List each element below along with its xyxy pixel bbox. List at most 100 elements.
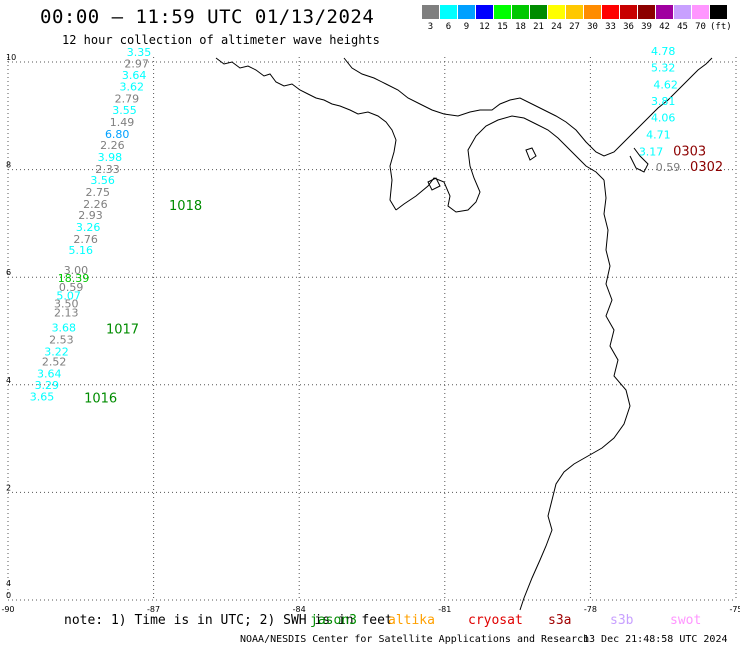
- satellite-legend-altika: altika: [388, 613, 435, 628]
- wave-height-value: 2.26: [100, 139, 125, 152]
- wave-height-color-legend: 3 6 9 12 15 18 21 24 27 30 33 36 39 42 45 70 (ft): [422, 5, 732, 35]
- map-title: 00:00 – 11:59 UTC 01/13/2024: [40, 6, 375, 28]
- wave-height-value: 2.33: [95, 163, 120, 176]
- wave-height-value: 2.26: [83, 198, 108, 211]
- satellite-legend-cryosat: cryosat: [468, 613, 523, 628]
- wave-height-value: 2.13: [54, 306, 79, 319]
- wave-height-value: 3.22: [44, 346, 69, 359]
- legend-swatch: [512, 5, 529, 19]
- legend-swatch: [602, 5, 619, 19]
- wave-height-value: 2.97: [124, 57, 149, 70]
- satellite-track: 2.523.643.293.65 1016: [30, 355, 117, 406]
- track-time-label: 1017: [106, 323, 139, 338]
- lat-lon-grid: [7, 57, 737, 601]
- legend-bin-label: 27: [569, 22, 580, 32]
- legend-bin-label: 6: [445, 22, 452, 32]
- wave-height-value: 2.52: [42, 355, 67, 368]
- latitude-tick-label: 6: [6, 268, 11, 277]
- wave-height-value: 0.59: [656, 161, 681, 174]
- satellite-track: 3.352.973.643.622.793.551.496.802.263.98…: [69, 46, 203, 257]
- legend-swatch: [674, 5, 691, 19]
- wave-height-value: 2.53: [49, 333, 74, 346]
- track-time-label: 1018: [169, 199, 202, 214]
- coastline-gulf-of-panama: [395, 115, 605, 213]
- legend-bin-label: 15: [497, 22, 508, 32]
- longitude-tick-label: -84: [293, 605, 306, 614]
- legend-swatch: [530, 5, 547, 19]
- wave-height-value: 3.98: [98, 151, 123, 164]
- wave-height-value: 3.29: [35, 379, 60, 392]
- track-time-label: 0302: [690, 160, 723, 175]
- wave-height-value: 3.35: [127, 46, 152, 59]
- satellite-legend-s3a: s3a: [548, 613, 572, 628]
- legend-bin-label: 36: [623, 22, 634, 32]
- wave-height-value: 18.39: [58, 272, 90, 285]
- coastline-colombia-pacific: [519, 179, 631, 611]
- coastline-colombia-caribbean: [629, 147, 649, 173]
- wave-height-value: 3.62: [120, 81, 145, 94]
- satellite-legend-swot: swot: [670, 613, 702, 628]
- axis-labels: -90 -87 -84 -81 -78 -75 0 2 4 6 8 10 4: [1, 53, 740, 614]
- satellite-legend-s3b: s3b: [610, 613, 634, 628]
- legend-swatch: [692, 5, 709, 19]
- wave-height-value: 2.75: [86, 186, 111, 199]
- wave-height-value: 3.81: [651, 95, 676, 108]
- island-pearl: [525, 147, 537, 161]
- legend-swatch: [494, 5, 511, 19]
- wave-height-value: 5.32: [651, 62, 676, 75]
- wave-height-value: 1.49: [110, 116, 135, 129]
- wave-height-value: 3.26: [76, 221, 101, 234]
- legend-unit-label: (ft): [710, 22, 732, 32]
- legend-swatch: [458, 5, 475, 19]
- track-time-label: 1016: [84, 391, 117, 406]
- wave-height-value: 2.93: [78, 209, 103, 222]
- wave-height-value: 3.17: [639, 146, 664, 159]
- satellite-track: 4.78 5.32 4.62 3.81 4.06 4.71 3.17 0303: [639, 45, 706, 160]
- coastline-central-america: [215, 57, 397, 211]
- legend-bin-label: 3: [427, 22, 434, 32]
- legend-bin-label: 33: [605, 22, 616, 32]
- longitude-tick-label: -81: [438, 605, 451, 614]
- wave-height-value: 3.64: [37, 367, 62, 380]
- legend-swatch: [476, 5, 493, 19]
- footer-note: note: 1) Time is in UTC; 2) SWH is in fe…: [64, 613, 393, 628]
- wave-height-value: 6.80: [105, 128, 130, 141]
- coastline: [215, 57, 713, 611]
- wave-height-value: 4.06: [651, 112, 676, 125]
- longitude-tick-label: -87: [147, 605, 160, 614]
- latitude-tick-label: 0: [6, 591, 11, 600]
- legend-bin-label: 18: [515, 22, 526, 32]
- longitude-tick-label: -78: [584, 605, 597, 614]
- latitude-tick-label: 2: [6, 483, 11, 492]
- legend-bin-label: 45: [677, 22, 688, 32]
- longitude-tick-label: -90: [1, 605, 14, 614]
- wave-height-value: 5.16: [69, 244, 94, 257]
- latitude-tick-label: 10: [6, 53, 16, 62]
- legend-swatch: [584, 5, 601, 19]
- legend-bin-label: 21: [533, 22, 544, 32]
- wave-height-value: 4.71: [646, 128, 671, 141]
- island-coiba: [427, 177, 441, 191]
- wave-height-value: 3.65: [30, 390, 55, 403]
- latitude-tick-label: 4: [6, 376, 11, 385]
- legend-swatch: [548, 5, 565, 19]
- legend-bin-label: 42: [659, 22, 670, 32]
- latitude-tick-label-small: 4: [6, 579, 11, 588]
- credit-line: NOAA/NESDIS Center for Satellite Applica…: [240, 634, 590, 645]
- satellite-track: 0.59 0302: [656, 160, 723, 175]
- legend-bin-label: 12: [479, 22, 490, 32]
- wave-height-value: 0.59: [59, 281, 84, 294]
- wave-height-value: 5.07: [56, 289, 81, 302]
- legend-bin-label: 39: [641, 22, 652, 32]
- wave-height-value: 2.79: [115, 92, 140, 105]
- legend-swatch: [422, 5, 439, 19]
- legend-swatch: [656, 5, 673, 19]
- legend-bin-label: 70: [695, 22, 706, 32]
- legend-bin-label: 30: [587, 22, 598, 32]
- generated-timestamp: 13 Dec 21:48:58 UTC 2024: [583, 634, 728, 645]
- satellite-tracks: 3.352.973.643.622.793.551.496.802.263.98…: [30, 45, 723, 406]
- legend-bin-label: 24: [551, 22, 562, 32]
- wave-height-value: 3.00: [64, 264, 89, 277]
